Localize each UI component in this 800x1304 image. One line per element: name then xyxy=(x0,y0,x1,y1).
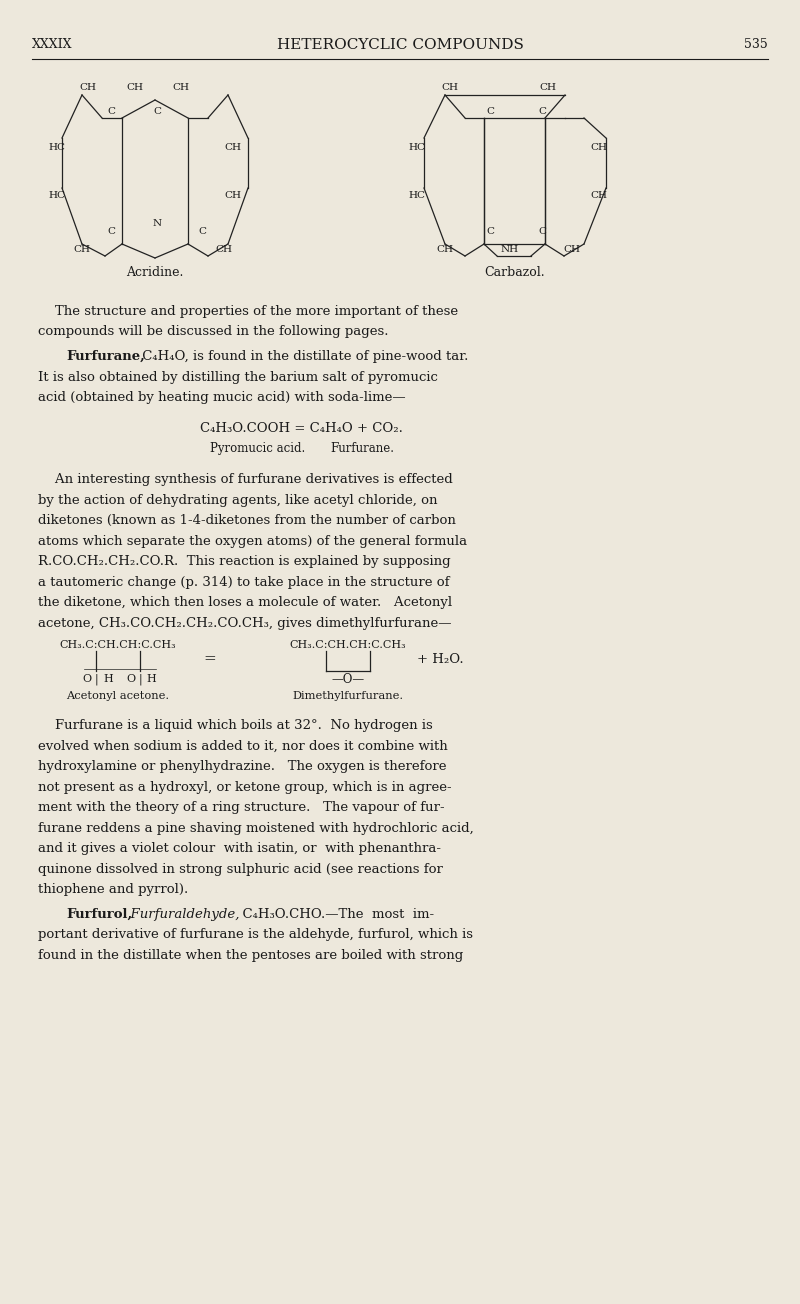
Text: =: = xyxy=(204,652,216,666)
Text: CH: CH xyxy=(437,245,454,254)
Text: CH: CH xyxy=(215,245,233,254)
Text: and it gives a violet colour  with isatin, or  with phenanthra-: and it gives a violet colour with isatin… xyxy=(38,842,441,855)
Text: acid (obtained by heating mucic acid) with soda-lime—: acid (obtained by heating mucic acid) wi… xyxy=(38,391,406,404)
Text: C₄H₃O.COOH = C₄H₄O + CO₂.: C₄H₃O.COOH = C₄H₄O + CO₂. xyxy=(200,422,403,434)
Text: CH: CH xyxy=(74,245,90,254)
Text: R.CO.CH₂.CH₂.CO.R.  This reaction is explained by supposing: R.CO.CH₂.CH₂.CO.R. This reaction is expl… xyxy=(38,556,450,569)
Text: C: C xyxy=(486,107,494,116)
Text: evolved when sodium is added to it, nor does it combine with: evolved when sodium is added to it, nor … xyxy=(38,739,448,752)
Text: C: C xyxy=(153,107,161,116)
Text: C₄H₄O, is found in the distillate of pine-wood tar.: C₄H₄O, is found in the distillate of pin… xyxy=(138,349,468,363)
Text: Acridine.: Acridine. xyxy=(126,266,184,279)
Text: —O—: —O— xyxy=(331,673,365,686)
Text: It is also obtained by distilling the barium salt of pyromucic: It is also obtained by distilling the ba… xyxy=(38,370,438,383)
Text: C: C xyxy=(107,227,115,236)
Text: O: O xyxy=(82,674,91,685)
Text: CH: CH xyxy=(224,192,241,201)
Text: C: C xyxy=(538,107,546,116)
Text: CH: CH xyxy=(590,192,607,201)
Text: C: C xyxy=(486,227,494,236)
Text: Furfurane is a liquid which boils at 32°.  No hydrogen is: Furfurane is a liquid which boils at 32°… xyxy=(38,720,433,733)
Text: An interesting synthesis of furfurane derivatives is effected: An interesting synthesis of furfurane de… xyxy=(38,473,453,486)
Text: C: C xyxy=(107,107,115,116)
Text: Carbazol.: Carbazol. xyxy=(485,266,546,279)
Text: atoms which separate the oxygen atoms) of the general formula: atoms which separate the oxygen atoms) o… xyxy=(38,535,467,548)
Text: The structure and properties of the more important of these: The structure and properties of the more… xyxy=(38,305,458,318)
Text: Furfurol,: Furfurol, xyxy=(66,908,132,921)
Text: HC: HC xyxy=(48,192,65,201)
Text: C₄H₃O.CHO.—The  most  im-: C₄H₃O.CHO.—The most im- xyxy=(234,908,434,921)
Text: acetone, CH₃.CO.CH₂.CH₂.CO.CH₃, gives dimethylfurfurane—: acetone, CH₃.CO.CH₂.CH₂.CO.CH₃, gives di… xyxy=(38,617,451,630)
Text: CH: CH xyxy=(126,83,143,93)
Text: CH: CH xyxy=(173,83,190,93)
Text: |: | xyxy=(138,673,142,685)
Text: |: | xyxy=(94,673,98,685)
Text: CH: CH xyxy=(590,143,607,153)
Text: furane reddens a pine shaving moistened with hydrochloric acid,: furane reddens a pine shaving moistened … xyxy=(38,822,474,835)
Text: HC: HC xyxy=(408,192,425,201)
Text: HC: HC xyxy=(48,143,65,153)
Text: Pyromucic acid.: Pyromucic acid. xyxy=(210,442,306,455)
Text: H: H xyxy=(103,674,113,685)
Text: ment with the theory of a ring structure.   The vapour of fur-: ment with the theory of a ring structure… xyxy=(38,801,445,814)
Text: C: C xyxy=(198,227,206,236)
Text: + H₂O.: + H₂O. xyxy=(417,653,463,666)
Text: Furfuraldehyde,: Furfuraldehyde, xyxy=(122,908,239,921)
Text: CH: CH xyxy=(79,83,97,93)
Text: quinone dissolved in strong sulphuric acid (see reactions for: quinone dissolved in strong sulphuric ac… xyxy=(38,863,443,876)
Text: portant derivative of furfurane is the aldehyde, furfurol, which is: portant derivative of furfurane is the a… xyxy=(38,928,473,941)
Text: C: C xyxy=(538,227,546,236)
Text: CH: CH xyxy=(442,83,458,93)
Text: XXXIX: XXXIX xyxy=(32,38,73,51)
Text: hydroxylamine or phenylhydrazine.   The oxygen is therefore: hydroxylamine or phenylhydrazine. The ox… xyxy=(38,760,446,773)
Text: CH: CH xyxy=(563,245,581,254)
Text: H: H xyxy=(146,674,156,685)
Text: Acetonyl acetone.: Acetonyl acetone. xyxy=(66,691,170,702)
Text: HC: HC xyxy=(408,143,425,153)
Text: compounds will be discussed in the following pages.: compounds will be discussed in the follo… xyxy=(38,326,389,339)
Text: by the action of dehydrating agents, like acetyl chloride, on: by the action of dehydrating agents, lik… xyxy=(38,494,438,506)
Text: N: N xyxy=(153,219,162,228)
Text: CH: CH xyxy=(539,83,557,93)
Text: CH₃.C:CH.CH:C.CH₃: CH₃.C:CH.CH:C.CH₃ xyxy=(60,640,176,651)
Text: HETEROCYCLIC COMPOUNDS: HETEROCYCLIC COMPOUNDS xyxy=(277,38,523,52)
Text: NH: NH xyxy=(501,245,519,254)
Text: thiophene and pyrrol).: thiophene and pyrrol). xyxy=(38,883,188,896)
Text: CH: CH xyxy=(224,143,241,153)
Text: diketones (known as 1-4-diketones from the number of carbon: diketones (known as 1-4-diketones from t… xyxy=(38,514,456,527)
Text: found in the distillate when the pentoses are boiled with strong: found in the distillate when the pentose… xyxy=(38,949,463,962)
Text: not present as a hydroxyl, or ketone group, which is in agree-: not present as a hydroxyl, or ketone gro… xyxy=(38,781,452,794)
Text: CH₃.C:CH.CH:C.CH₃: CH₃.C:CH.CH:C.CH₃ xyxy=(290,640,406,651)
Text: Furfurane.: Furfurane. xyxy=(330,442,394,455)
Text: 535: 535 xyxy=(744,38,768,51)
Text: Furfurane,: Furfurane, xyxy=(66,349,145,363)
Text: the diketone, which then loses a molecule of water.   Acetonyl: the diketone, which then loses a molecul… xyxy=(38,596,452,609)
Text: O: O xyxy=(126,674,135,685)
Text: Dimethylfurfurane.: Dimethylfurfurane. xyxy=(293,691,403,702)
Text: a tautomeric change (p. 314) to take place in the structure of: a tautomeric change (p. 314) to take pla… xyxy=(38,575,450,588)
